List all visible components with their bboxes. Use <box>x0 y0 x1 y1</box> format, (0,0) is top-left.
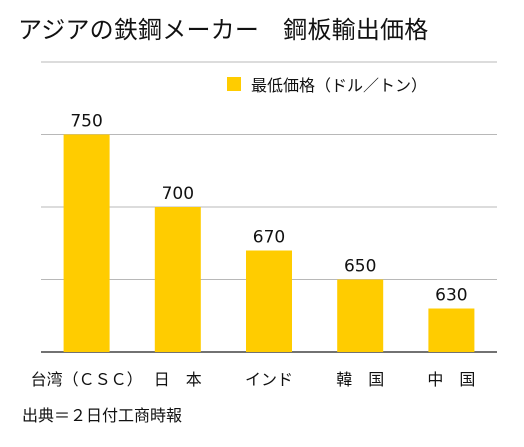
data-label-3: 650 <box>344 257 376 277</box>
bar-0 <box>63 134 110 352</box>
bar-2 <box>246 250 292 352</box>
category-label-0: 台湾（ＣＳＣ） <box>31 370 143 389</box>
bar-4 <box>428 308 475 352</box>
chart-title: アジアの鉄鋼メーカー 鋼板輸出価格 <box>18 16 429 44</box>
category-label-2: インド <box>245 370 293 389</box>
category-label-4: 中 国 <box>427 370 475 389</box>
category-label-1: 日 本 <box>154 370 202 389</box>
data-label-1: 700 <box>162 184 194 204</box>
legend-swatch <box>227 77 241 91</box>
legend-label: 最低価格（ドル／トン） <box>251 76 428 95</box>
legend: 最低価格（ドル／トン） <box>227 72 427 96</box>
bar-3 <box>337 279 384 352</box>
data-label-4: 630 <box>435 286 467 306</box>
data-label-0: 750 <box>70 112 102 132</box>
source-note: 出典＝２日付工商時報 <box>22 406 183 425</box>
bar-1 <box>154 207 201 352</box>
data-label-2: 670 <box>253 228 285 248</box>
category-label-3: 韓 国 <box>336 370 384 389</box>
